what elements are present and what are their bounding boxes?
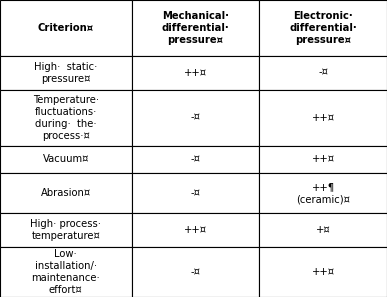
Text: -¤: -¤ xyxy=(190,113,200,123)
Text: -¤: -¤ xyxy=(190,188,200,198)
Bar xyxy=(259,173,387,213)
Bar xyxy=(0,213,132,247)
Text: ++¤: ++¤ xyxy=(312,267,335,277)
Text: Criterion¤: Criterion¤ xyxy=(38,23,94,33)
Bar xyxy=(259,146,387,173)
Text: -¤: -¤ xyxy=(190,267,200,277)
Bar xyxy=(0,0,132,56)
Text: +¤: +¤ xyxy=(316,225,330,235)
Bar xyxy=(0,247,132,297)
Text: Low·
installation/·
maintenance·
effort¤: Low· installation/· maintenance· effort¤ xyxy=(31,249,100,295)
Bar xyxy=(0,173,132,213)
Bar xyxy=(132,56,259,90)
Bar xyxy=(0,146,132,173)
Bar xyxy=(132,146,259,173)
Text: ++¤: ++¤ xyxy=(312,154,335,165)
Bar xyxy=(259,90,387,146)
Text: ++¤: ++¤ xyxy=(184,225,207,235)
Bar xyxy=(132,173,259,213)
Text: High· process·
temperature¤: High· process· temperature¤ xyxy=(30,219,101,241)
Text: Temperature·
fluctuations·
during·  the·
process·¤: Temperature· fluctuations· during· the· … xyxy=(33,95,99,141)
Text: ++¤: ++¤ xyxy=(312,113,335,123)
Text: Electronic·
differential·
pressure¤: Electronic· differential· pressure¤ xyxy=(289,11,357,45)
Bar xyxy=(259,213,387,247)
Text: -¤: -¤ xyxy=(190,154,200,165)
Text: -¤: -¤ xyxy=(318,68,328,78)
Text: High·  static·
pressure¤: High· static· pressure¤ xyxy=(34,62,98,84)
Bar xyxy=(132,90,259,146)
Bar xyxy=(132,247,259,297)
Bar xyxy=(0,56,132,90)
Text: Mechanical·
differential·
pressure¤: Mechanical· differential· pressure¤ xyxy=(161,11,229,45)
Text: ++¶
(ceramic)¤: ++¶ (ceramic)¤ xyxy=(296,182,350,204)
Bar xyxy=(259,56,387,90)
Bar xyxy=(259,247,387,297)
Bar xyxy=(132,0,259,56)
Bar xyxy=(132,213,259,247)
Bar xyxy=(0,90,132,146)
Text: Vacuum¤: Vacuum¤ xyxy=(43,154,89,165)
Text: Abrasion¤: Abrasion¤ xyxy=(41,188,91,198)
Bar xyxy=(259,0,387,56)
Text: ++¤: ++¤ xyxy=(184,68,207,78)
